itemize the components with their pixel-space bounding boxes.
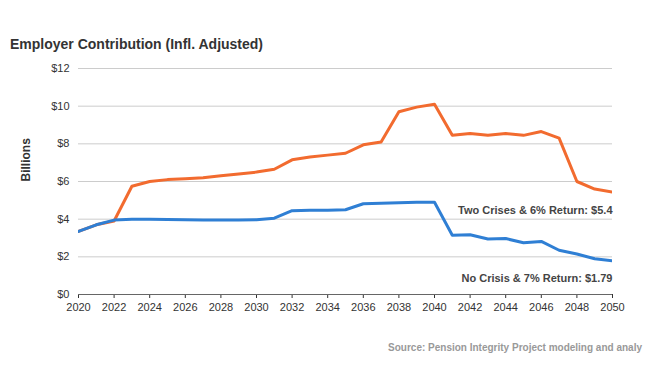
svg-text:2042: 2042	[458, 301, 482, 313]
svg-text:$8: $8	[57, 137, 69, 149]
svg-text:No Crisis & 7% Return: $1.79: No Crisis & 7% Return: $1.79	[462, 272, 613, 284]
svg-text:2026: 2026	[173, 301, 197, 313]
svg-text:$6: $6	[57, 175, 69, 187]
svg-text:2050: 2050	[600, 301, 624, 313]
svg-text:2024: 2024	[137, 301, 161, 313]
html-text:Employer Contribution (Infl. A: Employer Contribution (Infl. Adjusted)	[10, 36, 263, 52]
svg-text:2044: 2044	[493, 301, 517, 313]
svg-text:Two Crises & 6% Return: $5.4: Two Crises & 6% Return: $5.4	[458, 204, 613, 216]
svg-text:2032: 2032	[280, 301, 304, 313]
svg-text:2030: 2030	[244, 301, 268, 313]
svg-text:2028: 2028	[209, 301, 233, 313]
svg-text:$2: $2	[57, 250, 69, 262]
svg-text:2020: 2020	[66, 301, 90, 313]
svg-text:Billions: Billions	[19, 138, 33, 182]
svg-text:$12: $12	[51, 62, 69, 74]
svg-text:2036: 2036	[351, 301, 375, 313]
svg-text:2046: 2046	[529, 301, 553, 313]
html-text:Source: Pension Integrity Proj: Source: Pension Integrity Project modeli…	[388, 342, 642, 353]
svg-text:2038: 2038	[387, 301, 411, 313]
svg-text:2034: 2034	[315, 301, 339, 313]
svg-text:2022: 2022	[102, 301, 126, 313]
svg-text:2048: 2048	[565, 301, 589, 313]
svg-text:2040: 2040	[422, 301, 446, 313]
svg-text:$0: $0	[57, 288, 69, 300]
svg-text:$4: $4	[57, 213, 69, 225]
svg-text:$10: $10	[51, 100, 69, 112]
